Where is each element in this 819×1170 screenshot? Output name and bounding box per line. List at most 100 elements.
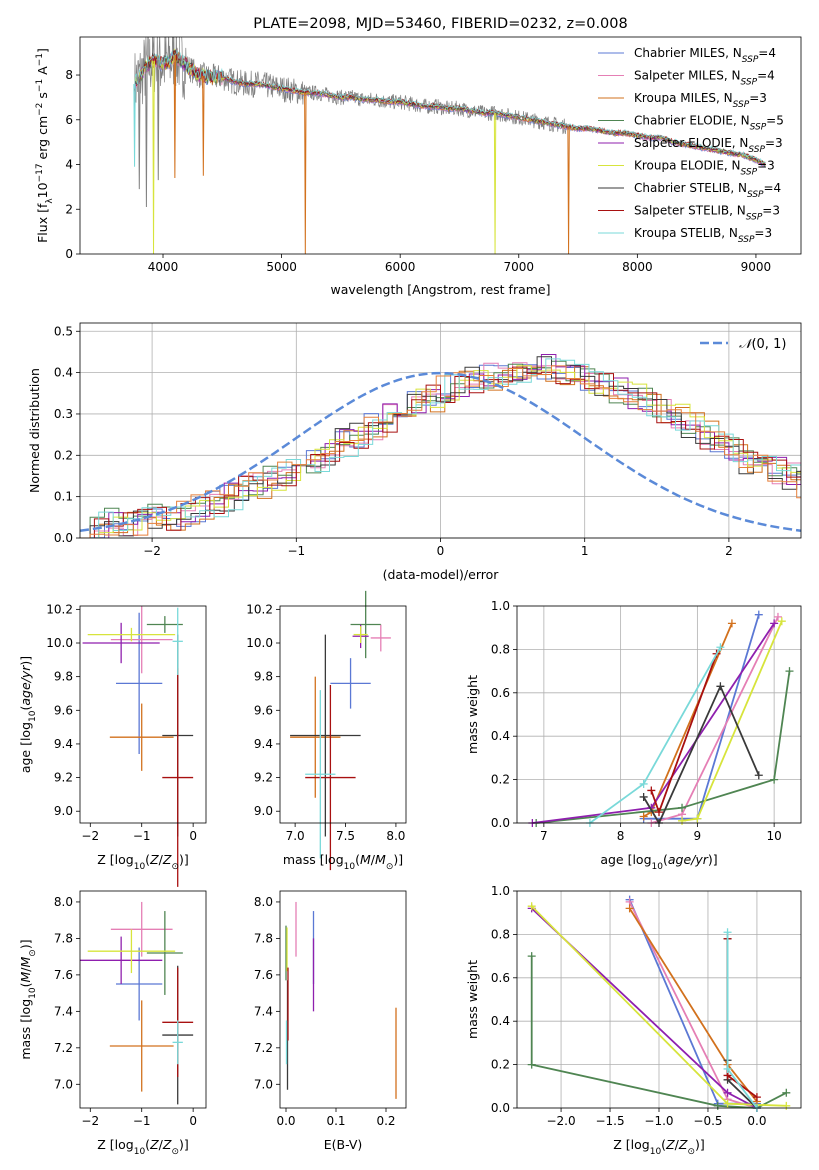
weight-marker <box>785 667 794 676</box>
axes-frame <box>279 890 407 1109</box>
model-spectrum-line <box>134 49 766 164</box>
x-tick-label: −2 <box>81 1114 99 1128</box>
hist-plot-area <box>80 354 801 538</box>
y-tick-label: 9.0 <box>254 804 273 818</box>
y-tick-label: 10.0 <box>46 636 73 650</box>
x-tick-label: 9000 <box>741 260 772 274</box>
y-tick-label: 10.0 <box>246 636 273 650</box>
x-tick-label: 0 <box>437 544 445 558</box>
errorbar-point <box>80 936 163 984</box>
weight-marker <box>754 771 763 780</box>
legend-entry: Kroupa ELODIE, NSSP=3 <box>634 159 775 178</box>
axes-frame <box>516 890 802 1109</box>
x-tick-label: 10 <box>766 829 781 843</box>
errorbar-point <box>146 911 183 995</box>
y-tick-label: 8 <box>65 68 73 82</box>
weight-marker <box>527 952 536 961</box>
y-tick-label: 7.8 <box>54 931 73 945</box>
x-axis-label: (data-model)/error <box>383 567 500 582</box>
x-tick-label: −2 <box>143 544 161 558</box>
histogram-series <box>80 360 801 538</box>
weight-marker <box>655 808 663 817</box>
histogram-series <box>80 364 801 538</box>
errorbar-point <box>87 929 176 974</box>
y-tick-label: 1.0 <box>491 884 510 898</box>
absorption-dip <box>567 126 570 254</box>
y-tick-label: 7.2 <box>254 1041 273 1055</box>
y-tick-label: 0.8 <box>491 927 510 941</box>
chart-title: PLATE=2098, MJD=53460, FIBERID=0232, z=0… <box>253 16 627 32</box>
weight-marker <box>723 1099 732 1108</box>
mass-vs-Z-panel: −2 −1 0 7.0 7.2 7.4 7.6 7.8 8.0 Z [log10(Z/Z⊙)] ma… <box>18 890 207 1157</box>
absorption-dip <box>493 113 497 254</box>
errorbar-point <box>172 607 183 675</box>
weight-marker <box>639 792 648 801</box>
histogram-series <box>80 366 801 538</box>
y-tick-label: 0.1 <box>54 490 73 504</box>
weight-marker <box>782 1088 791 1097</box>
histogram-series <box>80 365 801 538</box>
legend-entry: Salpeter MILES, NSSP=4 <box>634 69 775 88</box>
weight-series <box>639 682 763 827</box>
weight-marker <box>527 902 536 911</box>
weight-marker <box>752 1093 761 1102</box>
y-tick-label: 0.4 <box>491 729 510 743</box>
x-tick-label: −2.0 <box>546 1114 575 1128</box>
axes-frame <box>79 890 207 1109</box>
x-axis-label: Z [log10(Z/Z⊙)] <box>97 852 189 872</box>
errorbar-point <box>116 947 163 1021</box>
weight-marker <box>713 1101 722 1110</box>
weight-marker <box>723 1064 732 1073</box>
weight-series <box>527 902 791 1110</box>
weight-marker <box>777 617 786 626</box>
weight-marker <box>639 812 648 821</box>
y-tick-label: 7.6 <box>254 968 273 982</box>
x-tick-label: 0.2 <box>376 1114 395 1128</box>
y-tick-label: 9.8 <box>54 670 73 684</box>
weight-marker <box>527 1060 536 1069</box>
axes-frame <box>516 605 802 824</box>
y-axis-label: Normed distribution <box>27 368 42 493</box>
errorbar-point <box>290 634 361 837</box>
errorbar-point <box>116 612 163 755</box>
errorbar-point <box>172 1020 183 1065</box>
weight-marker <box>639 779 648 788</box>
x-tick-label: −1.5 <box>595 1114 624 1128</box>
absorption-dip <box>145 66 148 208</box>
weight-series <box>678 617 786 825</box>
x-tick-label: 7000 <box>503 260 534 274</box>
legend-entry: Chabrier ELODIE, NSSP=5 <box>634 114 784 133</box>
y-tick-label: 0.5 <box>54 324 73 338</box>
x-axis-label: E(B-V) <box>324 1137 363 1152</box>
x-tick-label: 9 <box>694 829 702 843</box>
x-tick-label: 1 <box>581 544 589 558</box>
weight-series <box>532 667 794 827</box>
histogram-series <box>84 358 801 538</box>
x-tick-label: −0.5 <box>693 1114 722 1128</box>
y-tick-label: 0.4 <box>491 1014 510 1028</box>
legend-entry: Kroupa STELIB, NSSP=3 <box>634 226 772 245</box>
x-tick-label: 4000 <box>148 260 179 274</box>
y-tick-label: 7.8 <box>254 931 273 945</box>
errorbar-point <box>370 624 391 652</box>
weight-marker <box>625 904 634 913</box>
x-tick-label: 0.1 <box>326 1114 345 1128</box>
y-tick-label: 0.4 <box>54 366 73 380</box>
y-tick-label: 10.2 <box>246 602 273 616</box>
weight-series <box>625 895 761 1112</box>
y-tick-label: 0.0 <box>491 1101 510 1115</box>
y-tick-label: 9.2 <box>254 771 273 785</box>
mass-vs-EBV-panel: 0.0 0.1 0.2 7.0 7.2 7.4 7.6 7.8 8.0 E(B-V) <box>254 890 407 1152</box>
x-tick-label: 7.5 <box>336 829 355 843</box>
x-tick-label: 0 <box>189 1114 197 1128</box>
weight-marker <box>693 814 702 823</box>
weight-line <box>531 907 758 1109</box>
y-tick-label: 9.6 <box>254 703 273 717</box>
y-tick-label: 0.8 <box>491 642 510 656</box>
weight-marker <box>723 1088 732 1097</box>
x-tick-label: 8.0 <box>386 829 405 843</box>
axes-frame <box>79 36 802 255</box>
y-tick-label: 7.2 <box>54 1041 73 1055</box>
weight-marker <box>754 610 763 619</box>
y-axis-label: Flux [fλ10−17 erg cm−2 s−1 A−1] <box>35 48 55 243</box>
